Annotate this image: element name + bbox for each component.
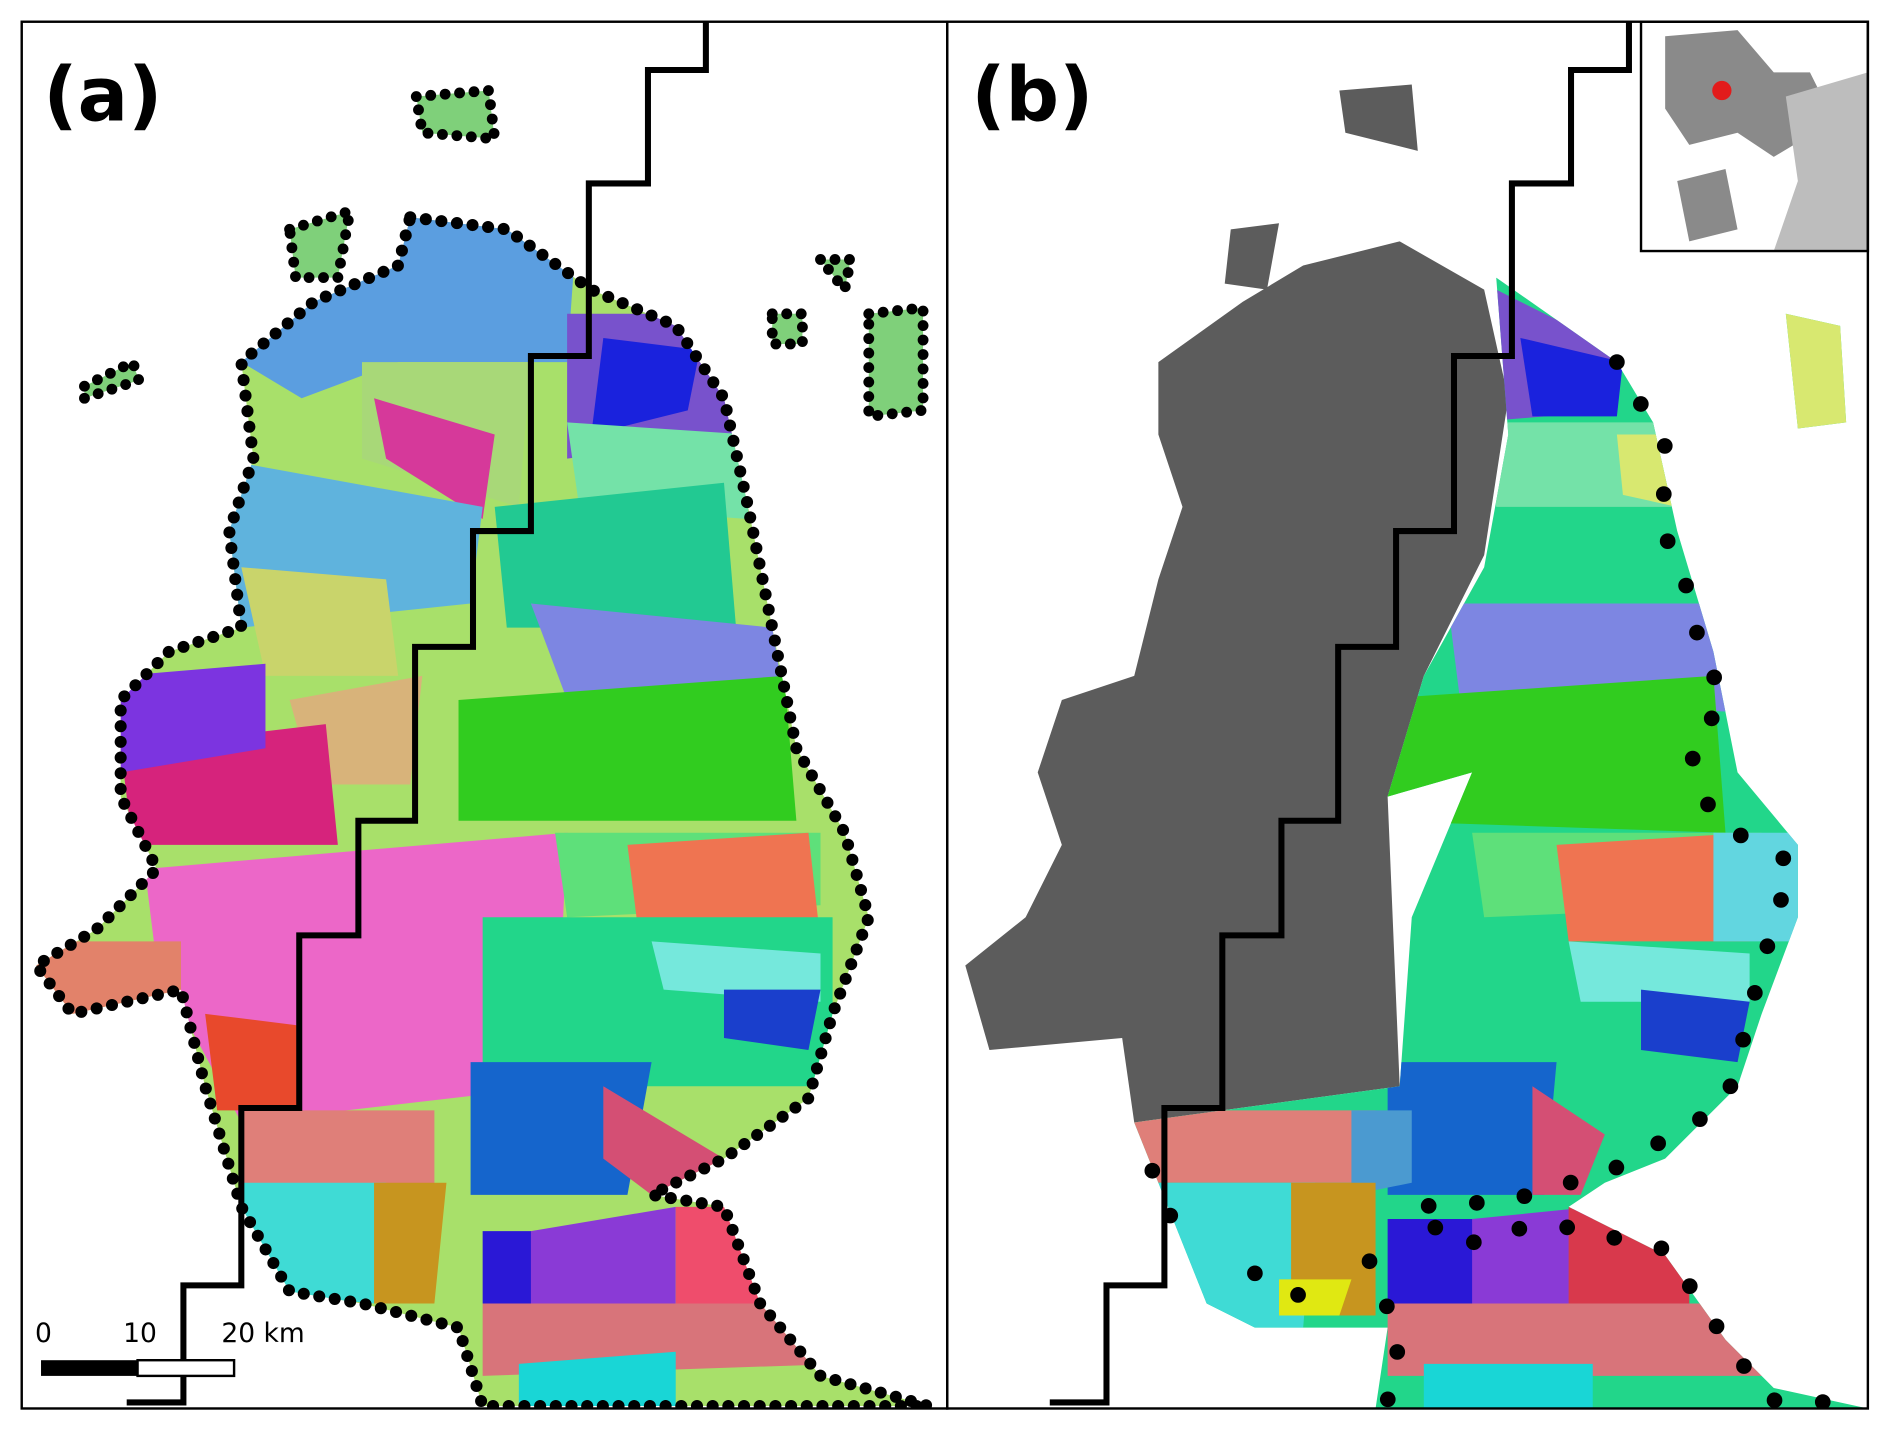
panel-frame <box>946 20 1870 1410</box>
scale-bar <box>136 1358 236 1378</box>
scale-label: 10 <box>123 1318 157 1349</box>
scale-label: 20 km <box>221 1318 304 1349</box>
scale-label: 0 <box>35 1318 52 1349</box>
panel-label: (b) <box>971 52 1093 139</box>
inset-map <box>1639 20 1870 253</box>
panel-a-map <box>22 21 947 1412</box>
panel-label: (a) <box>43 52 162 139</box>
elevation-relief <box>965 84 1509 1123</box>
scale-bar <box>41 1360 138 1376</box>
